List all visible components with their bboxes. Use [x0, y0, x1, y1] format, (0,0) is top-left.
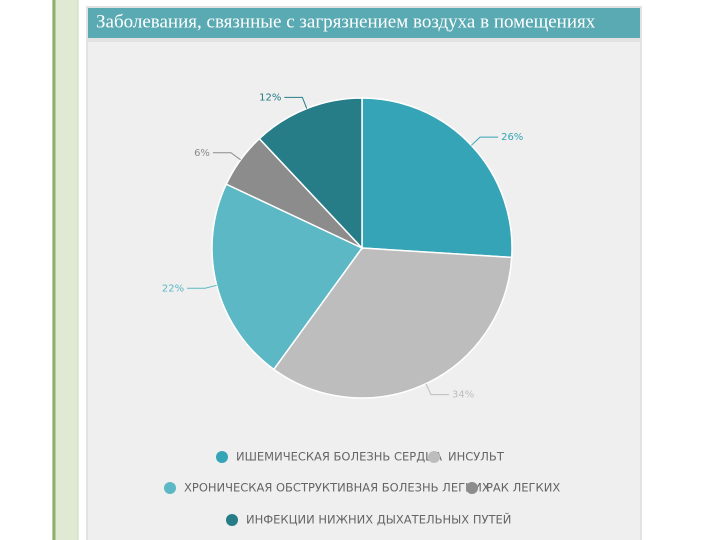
data-label: 22%: [162, 283, 184, 294]
leader-line: [471, 136, 499, 146]
leader-line: [187, 284, 217, 289]
side-band: [52, 0, 78, 540]
legend-marker: [226, 514, 238, 526]
legend-marker: [164, 482, 176, 494]
legend-label: РАК ЛЕГКИХ: [486, 481, 560, 495]
title-bar: [88, 8, 640, 38]
legend-label: ИНСУЛЬТ: [448, 450, 505, 464]
legend-marker: [466, 482, 478, 494]
data-label: 6%: [194, 148, 210, 159]
legend-label: ИНФЕКЦИИ НИЖНИХ ДЫХАТЕЛЬНЫХ ПУТЕЙ: [246, 512, 511, 527]
data-label: 34%: [452, 390, 474, 401]
pie-slice: [258, 97, 363, 250]
chart-title: Заболевания, связнные с загрязнением воз…: [96, 11, 596, 32]
legend-label: ИШЕМИЧЕСКАЯ БОЛЕЗНЬ СЕРДЦА: [236, 450, 442, 464]
legend-label: ХРОНИЧЕСКАЯ ОБСТРУКТИВНАЯ БОЛЕЗНЬ ЛЕГКИХ: [184, 481, 490, 495]
leader-line: [425, 383, 449, 396]
legend-marker: [216, 451, 228, 463]
data-label: 12%: [259, 92, 281, 103]
leader-line: [284, 96, 308, 109]
plot: 26% 34% 22% 6% 12% ИШЕМИЧЕСКАЯ БОЛЕЗНЬ СЕРДЦА…: [162, 92, 560, 526]
data-label: 26%: [501, 132, 523, 143]
pie-slice: [361, 97, 513, 259]
leader-line: [212, 152, 241, 161]
legend-marker: [428, 451, 440, 463]
